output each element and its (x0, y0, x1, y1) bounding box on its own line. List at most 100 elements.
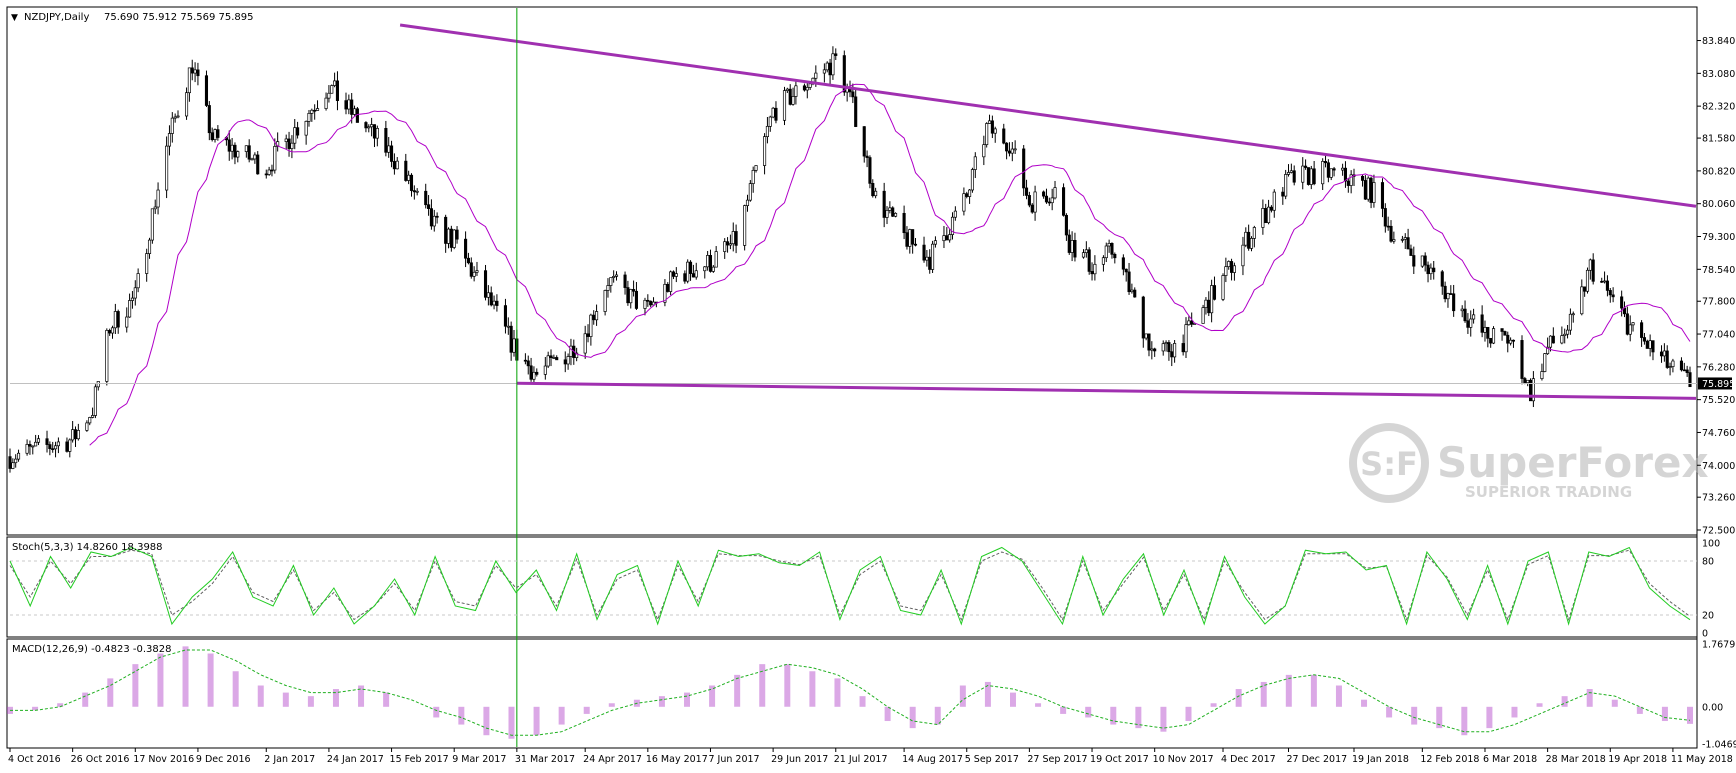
candle-body (603, 290, 607, 312)
candle-body (290, 142, 294, 149)
candle-body (563, 359, 567, 365)
watermark-brand: SuperForex (1437, 438, 1709, 487)
candle-body (711, 266, 715, 272)
candle-body (1292, 170, 1296, 183)
stoch-plot-layer (9, 546, 1697, 626)
candle-body (147, 239, 152, 254)
candle-body (1528, 379, 1533, 402)
candle-body (1400, 238, 1404, 241)
candle-body (651, 301, 656, 306)
candle-body (694, 270, 698, 278)
candle-body (469, 262, 473, 277)
candle-body (626, 287, 630, 304)
candle-body (1304, 165, 1308, 168)
stoch-panel-frame (6, 536, 1698, 638)
candle-body (748, 183, 752, 201)
candle-body (1628, 324, 1632, 335)
candle-body (1326, 162, 1330, 178)
current-price-tag (1698, 377, 1732, 390)
candle-body (1033, 191, 1037, 213)
candle-body (125, 316, 129, 328)
candle-body (925, 256, 929, 261)
candle-body (1679, 360, 1684, 371)
candle-body (506, 325, 510, 328)
candle-body (449, 228, 453, 248)
candle-body (1500, 328, 1504, 332)
candle-body (446, 228, 451, 244)
collapse-marker-icon[interactable]: ▼ (11, 13, 18, 23)
candle-body (555, 357, 559, 361)
candle-body (372, 124, 377, 139)
candle-body (1147, 333, 1151, 351)
candle-body (691, 273, 695, 278)
candle-body (814, 72, 818, 79)
candle-body (1053, 187, 1057, 199)
candle-body (165, 145, 169, 191)
candle-body (1349, 174, 1353, 186)
candle-body (96, 381, 100, 388)
candle-body (1204, 299, 1208, 309)
candle-body (273, 146, 277, 171)
candle-body (293, 127, 297, 144)
candle-body (404, 160, 408, 181)
candle-body (1190, 320, 1194, 325)
candle-body (1124, 268, 1128, 273)
candle-body (1546, 346, 1550, 355)
candle-body (130, 297, 134, 301)
candle-body (1081, 252, 1086, 258)
candle-body (1480, 314, 1484, 333)
candle-body (985, 123, 989, 146)
candle-body (782, 90, 787, 121)
price-axis-label: 74.760 (1702, 428, 1735, 439)
time-axis-label: 15 Feb 2017 (390, 754, 449, 765)
candle-body (831, 53, 835, 76)
candle-body (455, 229, 459, 240)
candle-body (116, 311, 120, 328)
stoch-axis-label: 20 (1702, 611, 1714, 622)
candle-body (1509, 339, 1513, 344)
candle-body (922, 244, 926, 261)
candle-body (230, 144, 234, 152)
candle-body (509, 325, 513, 353)
candle-body (1548, 335, 1553, 348)
candle-body (666, 283, 670, 292)
macd-plot-layer (7, 646, 1693, 739)
candle-body (1491, 328, 1496, 344)
candle-body (1426, 264, 1430, 275)
candle-body (993, 128, 997, 134)
candle-body (427, 204, 431, 209)
candle-body (93, 386, 97, 416)
candle-body (913, 243, 918, 246)
candle-body (1420, 255, 1424, 267)
candle-body (874, 190, 878, 197)
candle-body (68, 439, 72, 452)
candle-body (512, 338, 516, 353)
candle-body (1409, 248, 1413, 256)
candle-body (805, 87, 809, 91)
candle-body (1386, 225, 1390, 228)
candle-body (8, 456, 12, 469)
candle-body (335, 80, 340, 101)
candle-body (1184, 324, 1188, 353)
candle-body (569, 345, 573, 357)
candle-body (486, 292, 490, 298)
candle-body (535, 371, 539, 375)
candle-body (1010, 148, 1014, 154)
candle-body (982, 144, 986, 158)
candle-body (227, 139, 231, 152)
candle-body (1366, 177, 1370, 200)
candle-body (629, 289, 633, 304)
candle-body (788, 88, 792, 105)
candle-body (1446, 293, 1450, 300)
candle-body (1323, 161, 1328, 164)
candle-body (612, 276, 616, 278)
candle-body (791, 96, 795, 105)
time-axis-label: 19 Jan 2018 (1352, 754, 1409, 765)
candle-body (1343, 167, 1348, 182)
candle-body (216, 129, 220, 138)
candle-body (156, 189, 160, 208)
candle-body (352, 108, 357, 115)
price-axis-label: 72.500 (1702, 526, 1735, 537)
stoch-main-line (9, 546, 1691, 626)
